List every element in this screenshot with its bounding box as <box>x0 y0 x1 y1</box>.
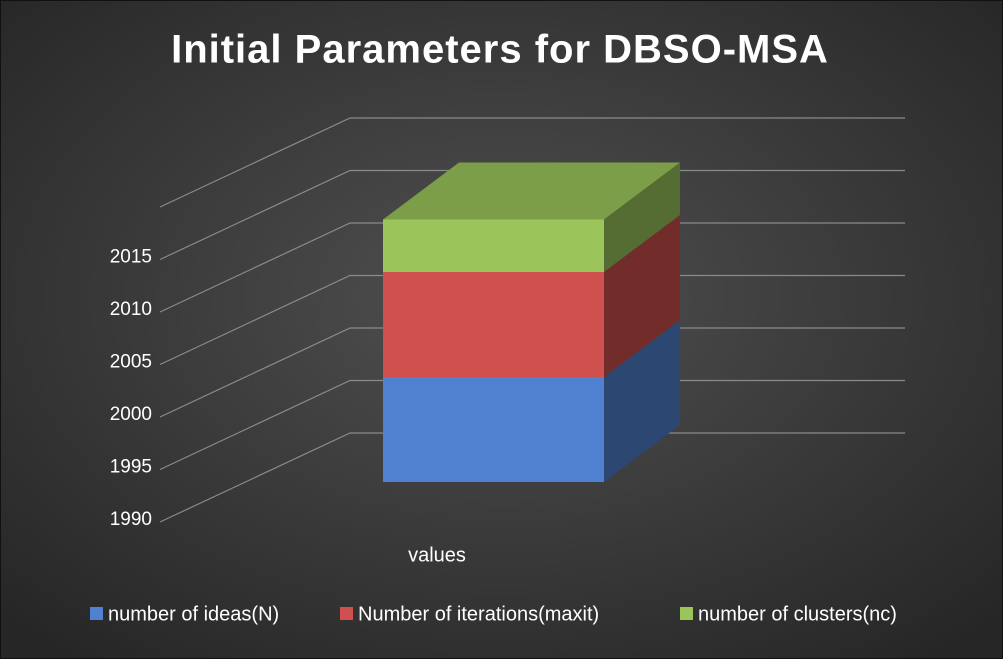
grid-line <box>159 222 905 313</box>
y-tick-label: 2010 <box>110 299 152 320</box>
bar-side <box>604 215 680 377</box>
grid-line <box>159 327 905 418</box>
y-tick-label: 2015 <box>110 247 152 268</box>
y-tick-label: 1990 <box>110 509 152 530</box>
bar <box>383 219 604 272</box>
bar-side <box>604 320 680 482</box>
bar-side <box>604 162 680 272</box>
legend-swatch <box>90 607 103 620</box>
grid-line <box>159 432 905 523</box>
y-tick-label: 2000 <box>110 404 152 425</box>
grid-line <box>159 379 905 471</box>
legend-label: Number of iterations(maxit) <box>358 603 599 625</box>
legend-swatch <box>340 607 353 620</box>
bar-top <box>383 162 680 220</box>
x-tick-label: values <box>408 544 466 566</box>
legend-label: number of ideas(N) <box>108 603 279 625</box>
legend-swatch <box>680 607 693 620</box>
bar <box>383 377 604 482</box>
chart-title: Initial Parameters for DBSO-MSA <box>171 28 829 72</box>
grid-line <box>159 169 905 261</box>
legend-label: number of clusters(nc) <box>698 603 897 625</box>
y-tick-label: 2005 <box>110 352 152 373</box>
axis-frame <box>159 117 905 208</box>
grid-line <box>159 274 905 366</box>
bar <box>383 272 604 377</box>
y-tick-label: 1995 <box>110 457 152 478</box>
